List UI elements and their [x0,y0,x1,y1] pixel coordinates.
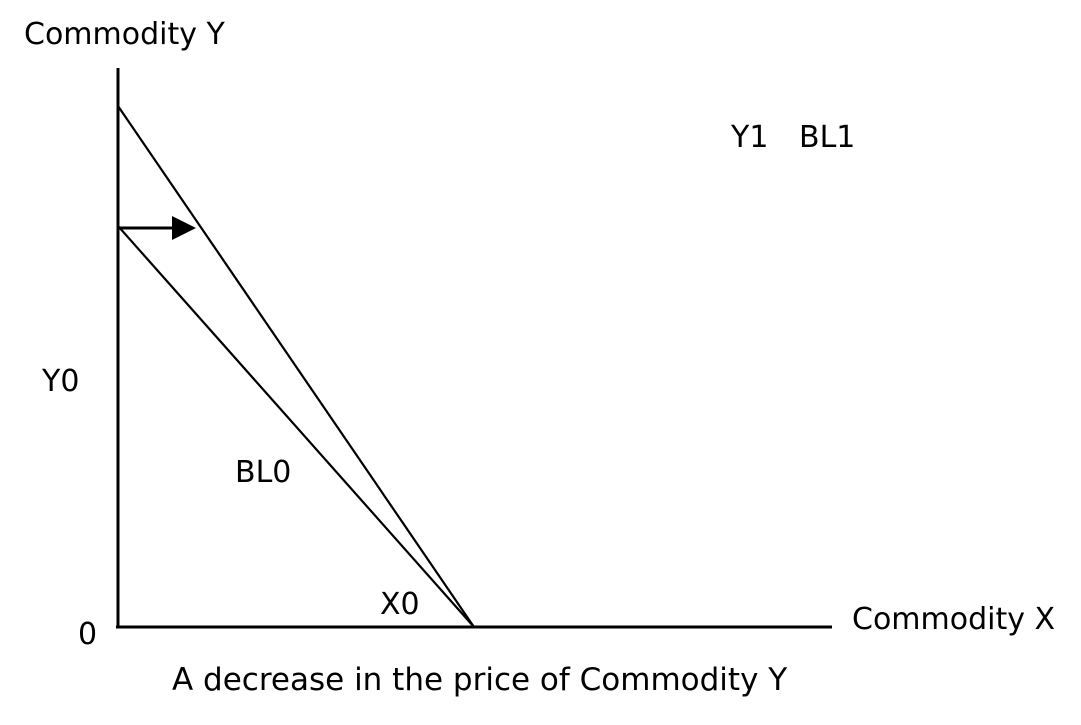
bl0-label: BL0 [235,455,292,490]
shift-arrow-head [172,216,196,240]
bl1-label: BL1 [799,120,856,155]
x-axis-label: Commodity X [852,602,1056,637]
budget-line-bl0 [117,225,475,628]
diagram-caption: A decrease in the price of Commodity Y [172,662,788,698]
budget-line-bl1 [117,105,475,628]
y-axis-label: Commodity Y [24,17,225,52]
origin-label: 0 [78,617,98,652]
y0-label: Y0 [42,364,80,399]
x0-label: X0 [380,587,420,622]
y1-label: Y1 [731,120,769,155]
